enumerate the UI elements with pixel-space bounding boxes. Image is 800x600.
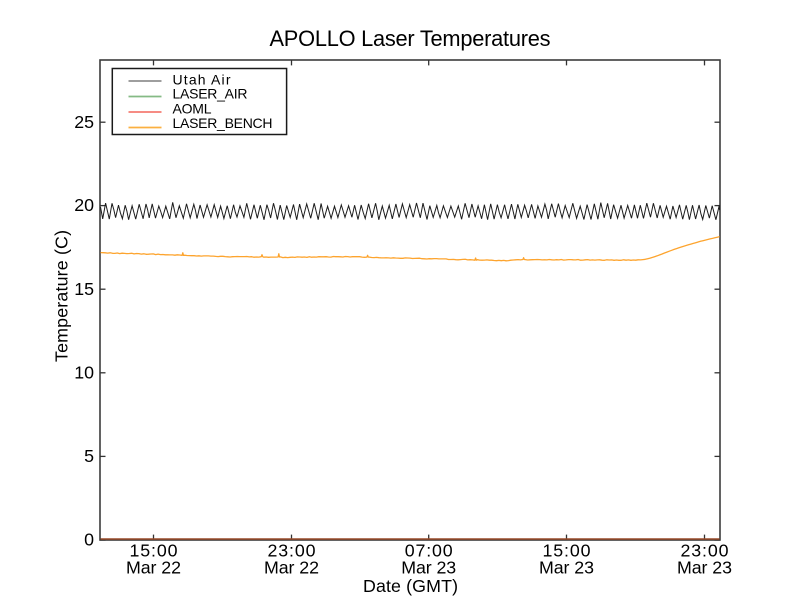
- svg-text:07:00: 07:00: [405, 541, 453, 561]
- svg-text:23:00: 23:00: [268, 541, 316, 561]
- svg-text:Temperature (C): Temperature (C): [51, 230, 71, 362]
- svg-text:Mar 22: Mar 22: [264, 558, 319, 578]
- svg-text:0: 0: [84, 530, 94, 550]
- svg-text:5: 5: [84, 446, 94, 466]
- svg-text:Mar 23: Mar 23: [677, 558, 732, 578]
- svg-text:Date (GMT): Date (GMT): [363, 576, 458, 596]
- svg-text:APOLLO Laser Temperatures: APOLLO Laser Temperatures: [270, 26, 551, 51]
- svg-text:Mar 23: Mar 23: [539, 558, 594, 578]
- svg-text:Utah Air: Utah Air: [173, 72, 231, 88]
- svg-text:15: 15: [74, 279, 94, 299]
- svg-text:LASER_AIR: LASER_AIR: [173, 86, 248, 102]
- svg-text:LASER_BENCH: LASER_BENCH: [173, 115, 273, 131]
- svg-text:Mar 22: Mar 22: [126, 558, 181, 578]
- svg-text:10: 10: [74, 362, 94, 382]
- svg-text:15:00: 15:00: [543, 541, 591, 561]
- svg-text:Mar 23: Mar 23: [401, 558, 456, 578]
- svg-text:25: 25: [74, 112, 94, 132]
- svg-text:23:00: 23:00: [681, 541, 729, 561]
- svg-text:15:00: 15:00: [130, 541, 178, 561]
- svg-text:AOML: AOML: [173, 101, 212, 117]
- svg-text:20: 20: [74, 195, 94, 215]
